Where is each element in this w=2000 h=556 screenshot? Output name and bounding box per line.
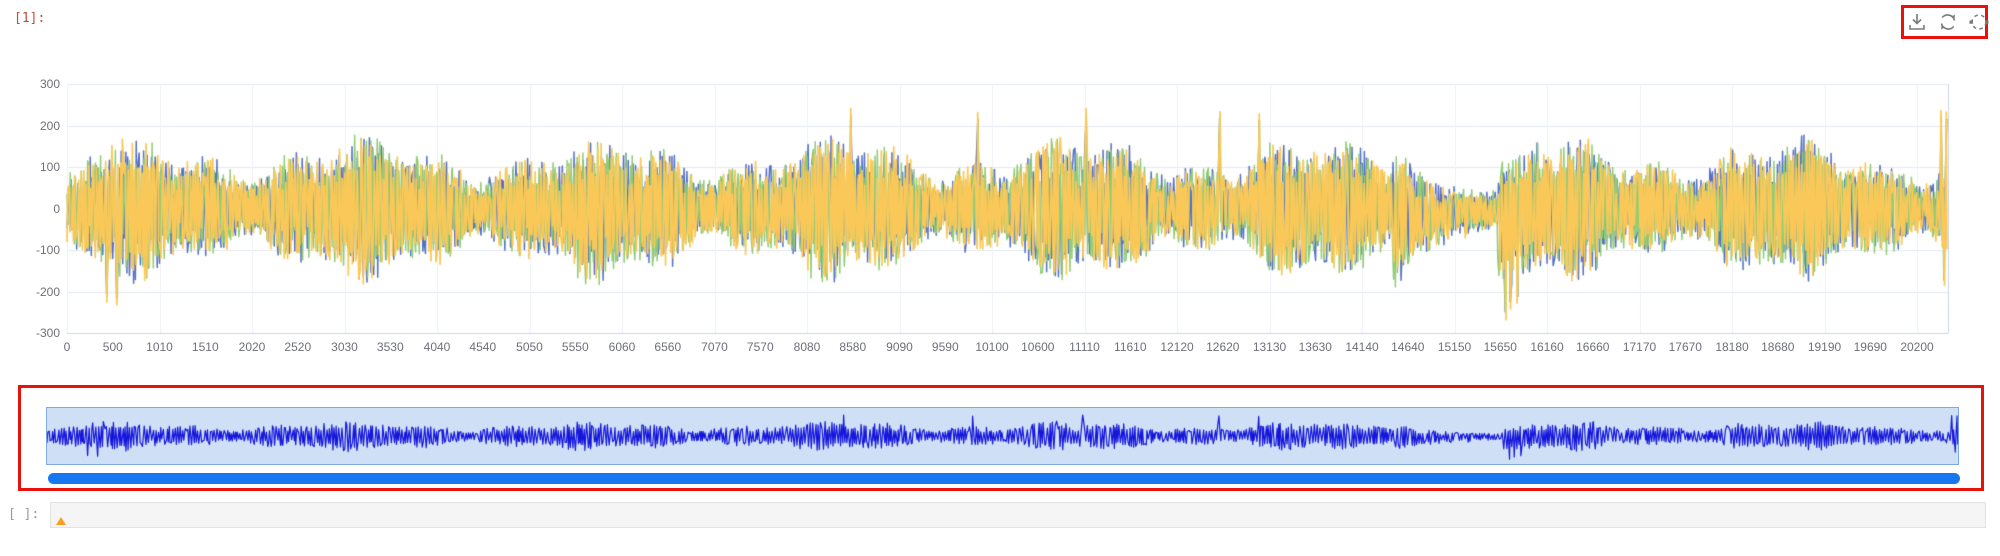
chart-toolbar [1906,10,1990,34]
navigator-range-slider[interactable] [46,407,1959,465]
y-tick-label: -200 [35,284,60,299]
y-tick-label: 200 [39,118,60,133]
y-tick-label: 100 [39,160,60,174]
refresh-icon[interactable] [1937,10,1959,34]
orange-triangle-marker [56,517,66,525]
input-prompt: [ ]: [8,507,40,522]
y-tick-label: 300 [39,77,60,91]
x-tick-label: 20200 [1900,340,1934,354]
y-tick-label: -300 [35,326,60,340]
code-input-area[interactable] [50,502,1986,528]
y-tick-label: 0 [53,201,60,216]
navigator-scrollbar[interactable] [48,473,1960,484]
y-tick-label: -100 [35,243,60,257]
download-icon[interactable] [1906,10,1928,34]
chart-plot-area[interactable] [67,60,1948,334]
output-prompt: [1]: [14,11,46,26]
expand-icon[interactable] [1968,10,1990,34]
